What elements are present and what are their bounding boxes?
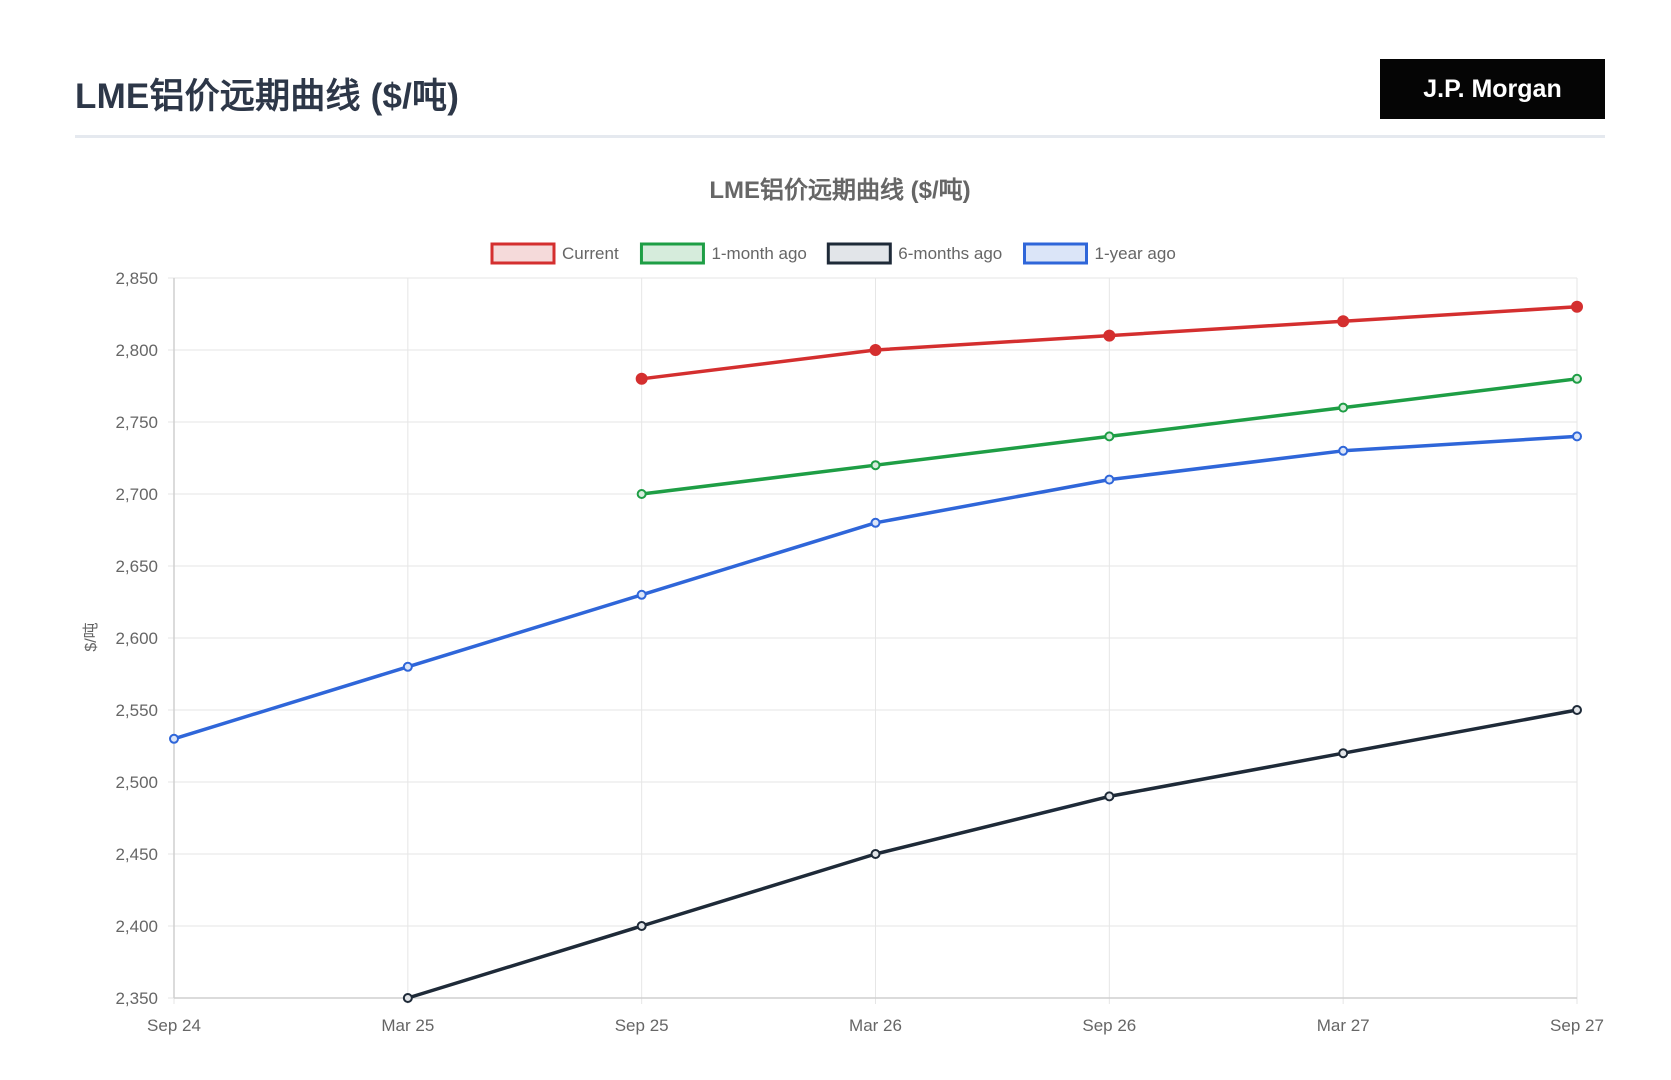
x-tick-label: Mar 27 — [1317, 1016, 1370, 1035]
chart-axes: 2,850 2,800 2,750 2,700 2,650 2,600 2,550 2,500… — [115, 269, 1603, 1035]
y-tick-label: 2,500 — [115, 773, 158, 792]
legend-label: Current — [562, 244, 619, 263]
legend-swatch — [1023, 242, 1088, 265]
legend-item-1-year-ago[interactable]: 1-year ago — [1023, 242, 1176, 265]
data-point-1-year-ago — [169, 733, 179, 744]
x-tick-label: Mar 25 — [381, 1016, 434, 1035]
y-tick-label: 2,700 — [115, 485, 158, 504]
data-point-6-months-ago — [1338, 748, 1349, 759]
y-tick-label: 2,350 — [115, 989, 158, 1008]
y-tick-label: 2,800 — [115, 341, 158, 360]
legend-swatch — [490, 242, 556, 265]
data-point-current — [869, 344, 882, 356]
data-point-1-month-ago — [636, 489, 647, 499]
y-tick-label: 2,400 — [115, 917, 158, 936]
data-point-1-year-ago — [402, 661, 413, 672]
y-tick-label: 2,650 — [115, 557, 158, 576]
data-point-6-months-ago — [636, 921, 647, 931]
data-point-6-months-ago — [870, 849, 881, 859]
data-point-current — [1571, 300, 1583, 313]
chart-series — [169, 300, 1583, 1003]
x-tick-label: Sep 25 — [615, 1016, 669, 1035]
data-point-6-months-ago — [1572, 705, 1582, 715]
legend-item-current[interactable]: Current — [490, 242, 619, 265]
legend-swatch — [639, 242, 705, 265]
chart-grid — [168, 277, 1578, 1004]
y-tick-label: 2,750 — [115, 413, 158, 432]
chart-title: LME铝价远期曲线 ($/吨) — [709, 177, 970, 204]
data-point-1-month-ago — [1104, 431, 1115, 442]
data-point-1-year-ago — [1338, 445, 1349, 456]
legend-swatch — [826, 242, 892, 265]
x-tick-label: Sep 24 — [147, 1016, 201, 1035]
x-tick-label: Sep 26 — [1082, 1016, 1136, 1035]
legend-item-6-months-ago[interactable]: 6-months ago — [826, 242, 1002, 265]
x-tick-label: Sep 27 — [1550, 1016, 1604, 1035]
y-tick-label: 2,850 — [115, 269, 158, 288]
legend-item-1-month-ago[interactable]: 1-month ago — [639, 242, 807, 265]
y-tick-label: 2,600 — [115, 629, 158, 648]
page-title: LME铝价远期曲线 ($/吨) — [75, 77, 460, 116]
brand-logo: J.P. Morgan — [1380, 59, 1605, 119]
data-point-current — [1103, 329, 1116, 342]
y-tick-label: 2,550 — [115, 701, 158, 720]
data-point-1-month-ago — [1572, 373, 1582, 384]
series-line-6-months-ago — [406, 708, 1579, 1000]
data-point-current — [1337, 315, 1350, 328]
data-point-6-months-ago — [402, 993, 413, 1003]
data-point-1-month-ago — [1338, 402, 1349, 413]
legend-label: 1-month ago — [711, 244, 806, 263]
y-tick-label: 2,450 — [115, 845, 158, 864]
data-point-current — [635, 372, 648, 385]
legend-label: 6-months ago — [898, 244, 1002, 263]
legend-label: 1-year ago — [1095, 244, 1176, 263]
data-point-1-month-ago — [870, 460, 881, 471]
data-point-6-months-ago — [1104, 791, 1115, 802]
data-point-1-year-ago — [1572, 431, 1582, 442]
x-tick-label: Mar 26 — [849, 1016, 902, 1035]
y-axis-label: $/吨 — [82, 622, 100, 651]
data-point-1-year-ago — [636, 589, 647, 600]
data-point-1-year-ago — [1104, 474, 1115, 485]
chart-legend[interactable]: Current 1-month ago 6-months ago 1-year ago — [490, 242, 1176, 265]
page-header: LME铝价远期曲线 ($/吨) J.P. Morgan — [75, 59, 1605, 138]
data-point-1-year-ago — [870, 517, 881, 528]
